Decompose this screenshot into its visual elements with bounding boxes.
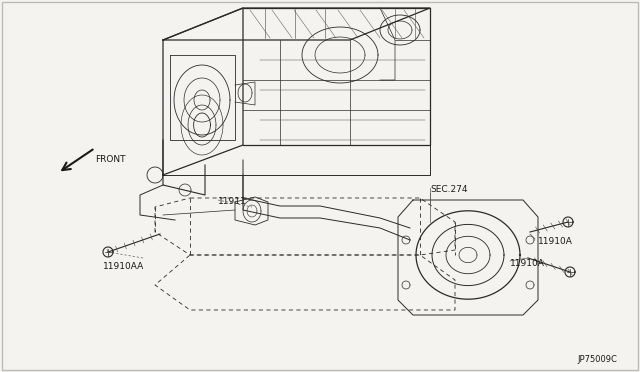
Text: SEC.274: SEC.274 bbox=[430, 185, 467, 194]
Text: 11910A: 11910A bbox=[510, 259, 545, 268]
Text: 11911: 11911 bbox=[218, 197, 247, 206]
Text: JP75009C: JP75009C bbox=[577, 355, 617, 364]
Text: 11910AA: 11910AA bbox=[103, 262, 144, 271]
Text: FRONT: FRONT bbox=[95, 155, 125, 164]
Text: 11910A: 11910A bbox=[538, 237, 573, 246]
